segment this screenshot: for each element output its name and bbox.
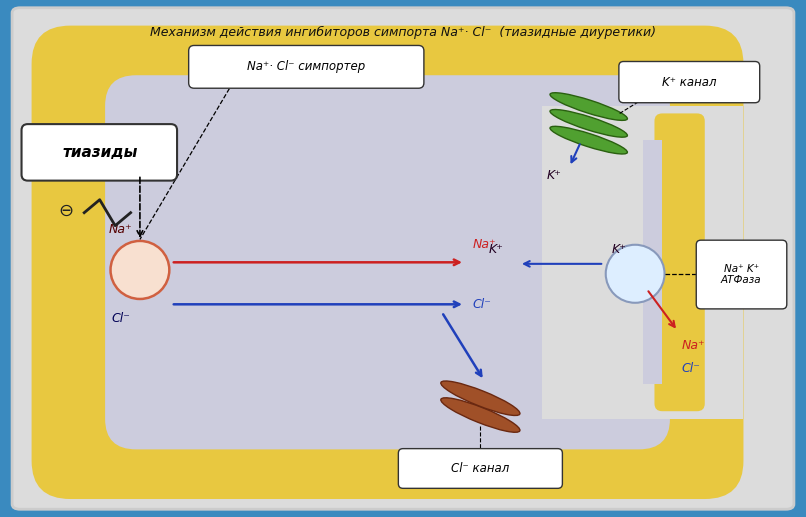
Text: K⁺: K⁺ (488, 243, 504, 256)
FancyBboxPatch shape (105, 75, 670, 449)
Ellipse shape (550, 93, 627, 120)
Text: K⁺: K⁺ (546, 169, 562, 182)
Text: Na⁺· Cl⁻ симпортер: Na⁺· Cl⁻ симпортер (247, 60, 365, 73)
Text: Na⁺ K⁺
АТФаза: Na⁺ K⁺ АТФаза (721, 264, 762, 285)
Text: Cl⁻: Cl⁻ (682, 361, 700, 375)
Text: Cl⁻ канал: Cl⁻ канал (451, 462, 509, 475)
FancyBboxPatch shape (619, 62, 760, 103)
Text: K⁺: K⁺ (612, 243, 627, 256)
Ellipse shape (441, 398, 520, 432)
Text: Na⁺: Na⁺ (109, 223, 132, 236)
FancyBboxPatch shape (398, 449, 563, 489)
Ellipse shape (441, 381, 520, 416)
Text: Механизм действия ингибиторов симпорта Na⁺· Cl⁻  (тиазидные диуретики): Механизм действия ингибиторов симпорта N… (150, 26, 656, 39)
FancyBboxPatch shape (542, 106, 743, 419)
FancyBboxPatch shape (643, 140, 663, 385)
Ellipse shape (550, 110, 627, 137)
Text: Cl⁻: Cl⁻ (111, 312, 130, 325)
Circle shape (110, 241, 169, 299)
Text: ⊖: ⊖ (59, 202, 74, 219)
FancyBboxPatch shape (696, 240, 787, 309)
Text: тиазиды: тиазиды (62, 145, 137, 160)
Text: Na⁺: Na⁺ (682, 339, 705, 352)
FancyBboxPatch shape (189, 45, 424, 88)
Text: Cl⁻: Cl⁻ (472, 298, 492, 311)
Ellipse shape (550, 126, 627, 154)
FancyBboxPatch shape (654, 113, 704, 411)
FancyBboxPatch shape (31, 26, 743, 499)
Circle shape (606, 245, 664, 303)
FancyBboxPatch shape (22, 124, 177, 180)
Text: K⁺ канал: K⁺ канал (662, 75, 717, 88)
Text: Na⁺: Na⁺ (472, 238, 496, 251)
